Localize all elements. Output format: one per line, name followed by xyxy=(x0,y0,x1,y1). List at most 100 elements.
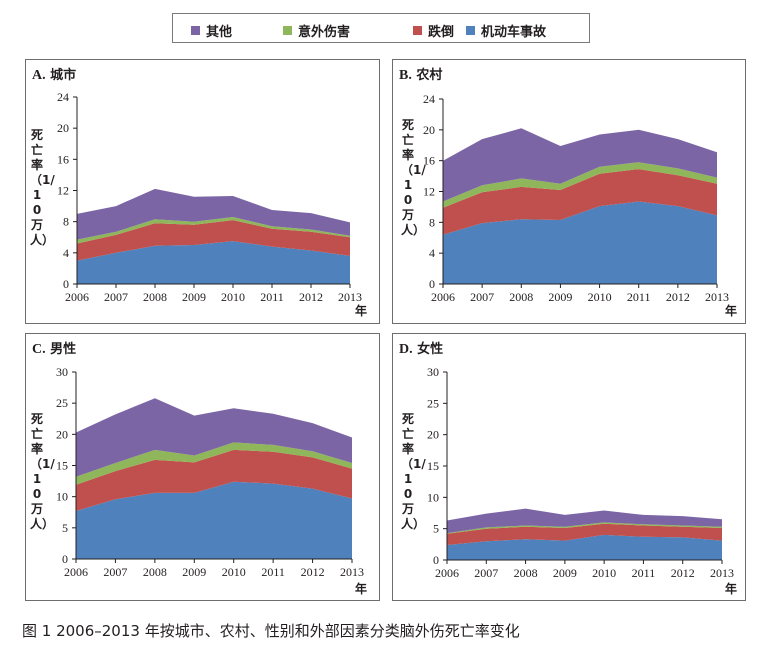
legend-label-accidental-injury: 意外伤害 xyxy=(298,25,351,40)
legend-label-other: 其他 xyxy=(206,25,233,40)
area-series-2 xyxy=(77,217,350,244)
y-tick-label: 30 xyxy=(427,365,439,379)
x-tick-label: 2009 xyxy=(182,565,206,579)
x-tick-label: 2006 xyxy=(65,290,89,304)
chart-plot: 0 4 8 12 16 20 24 2006 2007 2008 2009 2010 2011 2012 2… xyxy=(423,92,729,304)
panel-title: B. 农村 xyxy=(399,64,442,84)
x-tick-label: 2011 xyxy=(260,290,284,304)
x-tick-label: 2011 xyxy=(627,290,651,304)
y-tick-label: 15 xyxy=(56,459,68,473)
chart-plot: 0 4 8 12 16 20 24 2006 2007 2008 2009 2010 2011 2012 2… xyxy=(57,90,362,304)
legend-item-motor-vehicle: 机动车事故 xyxy=(466,21,546,40)
y-tick-label: 10 xyxy=(427,490,439,504)
chart-plot: 0 5 10 15 20 25 30 2006 2007 2008 2009 2010 2011 2012… xyxy=(427,365,734,580)
y-tick-label: 16 xyxy=(57,152,69,166)
x-tick-label: 2012 xyxy=(666,290,690,304)
chart-legend: 其他 意外伤害 跌倒 机动车事故 xyxy=(172,13,590,43)
x-tick-label: 2006 xyxy=(64,565,88,579)
x-tick-label: 2009 xyxy=(548,290,572,304)
y-tick-label: 20 xyxy=(57,121,69,135)
panel-letter: A. xyxy=(32,68,46,83)
x-tick-label: 2007 xyxy=(470,290,494,304)
x-tick-label: 2012 xyxy=(671,566,695,580)
area-series-1 xyxy=(77,220,350,261)
area-series-2 xyxy=(76,442,352,485)
x-tick-label: 2006 xyxy=(435,566,459,580)
x-tick-label: 2008 xyxy=(509,290,533,304)
y-tick-label: 8 xyxy=(429,215,435,229)
y-tick-label: 24 xyxy=(423,92,435,106)
panel-b-rural: B. 农村 死亡率（1/10万人） 年 0 4 8 12 16 20 24 2006 2007 2… xyxy=(392,59,746,324)
legend-swatch-other-icon xyxy=(191,26,200,35)
x-tick-label: 2012 xyxy=(299,290,323,304)
y-tick-label: 0 xyxy=(63,277,69,291)
legend-item-other: 其他 xyxy=(191,21,232,40)
area-series-0 xyxy=(77,241,350,284)
y-tick-label: 5 xyxy=(62,521,68,535)
area-series-3 xyxy=(76,398,352,477)
y-tick-label: 12 xyxy=(423,185,435,199)
area-series-3 xyxy=(447,508,722,534)
legend-label-fall: 跌倒 xyxy=(428,25,455,40)
x-tick-label: 2006 xyxy=(431,290,455,304)
panel-title: A. 城市 xyxy=(32,64,76,84)
y-tick-label: 8 xyxy=(63,215,69,229)
panel-c-male: C. 男性 死亡率（1/10万人） 年 0 5 10 15 20 25 30 2006 2007… xyxy=(25,333,380,601)
y-tick-label: 5 xyxy=(433,522,439,536)
x-tick-label: 2008 xyxy=(143,290,167,304)
x-tick-label: 2013 xyxy=(338,290,362,304)
legend-label-motor-vehicle: 机动车事故 xyxy=(481,25,547,40)
panel-title: D. 女性 xyxy=(399,338,443,358)
x-tick-label: 2010 xyxy=(592,566,616,580)
y-tick-label: 12 xyxy=(57,184,69,198)
y-tick-label: 20 xyxy=(56,427,68,441)
y-tick-label: 16 xyxy=(423,154,435,168)
y-tick-label: 10 xyxy=(56,490,68,504)
y-tick-label: 25 xyxy=(56,396,68,410)
x-tick-label: 2008 xyxy=(514,566,538,580)
x-tick-label: 2010 xyxy=(222,565,246,579)
panel-a-urban: A. 城市 死亡率（1/10万人） 年 0 4 8 12 16 20 24 2006 2007 2… xyxy=(25,59,380,324)
x-tick-label: 2012 xyxy=(301,565,325,579)
x-tick-label: 2010 xyxy=(588,290,612,304)
panel-letter: C. xyxy=(32,342,46,357)
y-tick-label: 30 xyxy=(56,365,68,379)
area-series-2 xyxy=(447,522,722,534)
panel-letter: B. xyxy=(399,68,412,83)
legend-swatch-accidental-injury-icon xyxy=(283,26,292,35)
legend-item-accidental-injury: 意外伤害 xyxy=(283,21,350,40)
figure-caption: 图 1 2006–2013 年按城市、农村、性别和外部因素分类脑外伤死亡率变化 xyxy=(22,622,520,640)
area-series-0 xyxy=(447,534,722,560)
panel-title-text: 农村 xyxy=(416,68,443,83)
x-tick-label: 2013 xyxy=(705,290,729,304)
y-tick-label: 24 xyxy=(57,90,69,104)
y-tick-label: 4 xyxy=(63,246,69,260)
panel-title-text: 男性 xyxy=(50,342,77,357)
chart-plot: 0 5 10 15 20 25 30 2006 2007 2008 2009 2010 2011 2012… xyxy=(56,365,364,579)
y-tick-label: 20 xyxy=(423,123,435,137)
area-series-3 xyxy=(443,128,717,202)
y-tick-label: 25 xyxy=(427,396,439,410)
x-tick-label: 2011 xyxy=(261,565,285,579)
legend-item-fall: 跌倒 xyxy=(413,21,454,40)
area-series-1 xyxy=(76,449,352,511)
panel-title-text: 女性 xyxy=(417,342,444,357)
y-tick-label: 0 xyxy=(433,553,439,567)
legend-swatch-fall-icon xyxy=(413,26,422,35)
area-series-1 xyxy=(447,523,722,545)
area-series-2 xyxy=(443,162,717,208)
x-tick-label: 2010 xyxy=(221,290,245,304)
panel-title: C. 男性 xyxy=(32,338,76,358)
area-series-0 xyxy=(443,201,717,284)
x-tick-label: 2007 xyxy=(474,566,498,580)
area-series-0 xyxy=(76,481,352,559)
x-tick-label: 2013 xyxy=(710,566,734,580)
x-tick-label: 2007 xyxy=(104,290,128,304)
legend-swatch-motor-vehicle-icon xyxy=(466,26,475,35)
x-tick-label: 2009 xyxy=(182,290,206,304)
x-axis-label: 年 xyxy=(355,582,368,596)
y-tick-label: 20 xyxy=(427,428,439,442)
y-tick-label: 0 xyxy=(62,552,68,566)
x-axis-label: 年 xyxy=(725,304,738,318)
area-series-1 xyxy=(443,169,717,235)
